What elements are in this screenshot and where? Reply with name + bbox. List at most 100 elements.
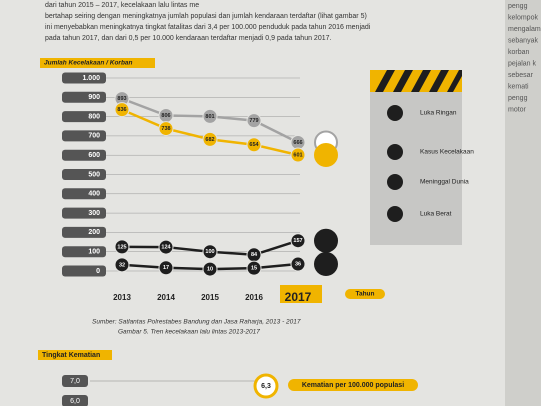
series-icon bbox=[314, 228, 338, 253]
side-word: kelompok bbox=[508, 14, 538, 21]
point bbox=[114, 102, 130, 118]
x-tick-label: 2015 bbox=[201, 293, 219, 302]
data-label: 15 bbox=[251, 266, 257, 272]
y-tick-label: 1.000 bbox=[82, 75, 100, 82]
series-icon bbox=[314, 252, 338, 277]
point bbox=[158, 260, 174, 276]
tick-box bbox=[62, 130, 106, 142]
tick-box bbox=[62, 375, 88, 387]
point bbox=[246, 137, 262, 153]
y-tick-label: 900 bbox=[88, 94, 100, 101]
tick-box bbox=[62, 188, 106, 200]
x-tick-label: 2016 bbox=[245, 293, 263, 302]
point bbox=[158, 239, 174, 255]
data-label: 36 bbox=[295, 262, 301, 268]
tick-box bbox=[62, 207, 106, 219]
section2-tick: 6,0 bbox=[70, 398, 80, 405]
data-label: 125 bbox=[117, 244, 126, 250]
value-circle bbox=[253, 373, 279, 399]
data-label: 801 bbox=[205, 114, 214, 120]
data-label: 32 bbox=[119, 262, 125, 268]
paragraph-line: bertahap seiring dengan meningkatnya jum… bbox=[45, 13, 367, 20]
point bbox=[114, 257, 130, 273]
point bbox=[246, 260, 262, 276]
y-axis-label: Jumlah Kecelakaan / Korban bbox=[44, 60, 133, 67]
year-highlight bbox=[280, 285, 322, 303]
point bbox=[202, 131, 218, 147]
tick-box bbox=[62, 246, 106, 258]
data-label: 17 bbox=[163, 265, 169, 271]
point bbox=[202, 261, 218, 277]
legend-icon bbox=[387, 206, 403, 222]
point bbox=[158, 121, 174, 137]
side-word: sebanyak bbox=[508, 37, 538, 44]
y-label-bg bbox=[40, 58, 155, 68]
data-label: 157 bbox=[293, 238, 302, 244]
data-label: 10 bbox=[207, 267, 213, 273]
section2-tick: 7,0 bbox=[70, 378, 80, 385]
data-label: 100 bbox=[205, 249, 214, 255]
data-label: 893 bbox=[117, 96, 126, 102]
tick-box bbox=[62, 111, 106, 123]
data-label: 601 bbox=[293, 152, 302, 158]
source: Sumber: Satlantas Polrestabes Bandung da… bbox=[92, 319, 301, 326]
x-tick-label: 2017 bbox=[285, 290, 312, 304]
x-tick-label: 2014 bbox=[157, 293, 175, 302]
next-page bbox=[505, 0, 541, 406]
side-word: sebesar bbox=[508, 72, 534, 79]
y-tick-label: 400 bbox=[88, 191, 100, 198]
point bbox=[202, 244, 218, 260]
tick-box bbox=[62, 395, 88, 406]
tick-box bbox=[62, 72, 106, 84]
legend-label: Kasus Kecelakaan bbox=[420, 149, 474, 156]
side-word: pengg bbox=[508, 95, 528, 102]
legend-panel bbox=[370, 70, 462, 245]
section2-value: 6,3 bbox=[261, 383, 271, 390]
point bbox=[202, 108, 218, 124]
data-label: 654 bbox=[249, 142, 259, 148]
y-tick-label: 100 bbox=[88, 249, 100, 256]
data-label: 84 bbox=[251, 252, 258, 258]
y-tick-label: 500 bbox=[88, 171, 100, 178]
legend-icon bbox=[387, 144, 403, 160]
data-label: 806 bbox=[161, 113, 170, 119]
caption: Gambar 5. Tren kecelakaan lalu lintas 20… bbox=[118, 329, 260, 336]
side-word: motor bbox=[508, 106, 527, 113]
side-word: korban bbox=[508, 49, 530, 56]
section2-title-bg bbox=[38, 350, 112, 360]
data-label: 666 bbox=[293, 140, 302, 146]
side-word: mengalam bbox=[508, 26, 541, 33]
legend-icon bbox=[387, 105, 403, 121]
series-icon bbox=[314, 143, 338, 168]
x-label-bg bbox=[345, 289, 385, 299]
data-label: 738 bbox=[161, 126, 170, 132]
point bbox=[290, 256, 306, 272]
y-tick-label: 200 bbox=[88, 229, 100, 236]
tick-box bbox=[62, 91, 106, 103]
y-tick-label: 800 bbox=[88, 113, 100, 120]
y-tick-label: 700 bbox=[88, 133, 100, 140]
tick-box bbox=[62, 226, 106, 238]
x-axis-label: Tahun bbox=[355, 291, 374, 298]
legend-icon bbox=[387, 174, 403, 190]
data-label: 779 bbox=[249, 118, 258, 124]
x-tick-label: 2013 bbox=[113, 293, 131, 302]
side-word: pengg bbox=[508, 3, 528, 10]
tick-box bbox=[62, 149, 106, 161]
point bbox=[290, 233, 306, 249]
side-word: kemati bbox=[508, 83, 529, 90]
section2-label: Kematian per 100.000 populasi bbox=[302, 382, 404, 389]
tick-box bbox=[62, 169, 106, 180]
legend-label: Meninggal Dunia bbox=[420, 179, 469, 186]
paragraph-line: dari tahun 2015 – 2017, kecelakaan lalu … bbox=[45, 2, 199, 9]
legend-label: Luka Ringan bbox=[420, 110, 457, 117]
paragraph-line: pada tahun 2017, dan dari 0,5 per 10.000… bbox=[45, 35, 332, 42]
paragraph-line: ini menyebabkan meningkatnya tingkat fat… bbox=[45, 24, 371, 31]
y-tick-label: 300 bbox=[88, 210, 100, 217]
section2-title: Tingkat Kematian bbox=[42, 352, 100, 359]
tick-box bbox=[62, 265, 106, 277]
data-label: 682 bbox=[205, 137, 214, 143]
point bbox=[114, 239, 130, 255]
